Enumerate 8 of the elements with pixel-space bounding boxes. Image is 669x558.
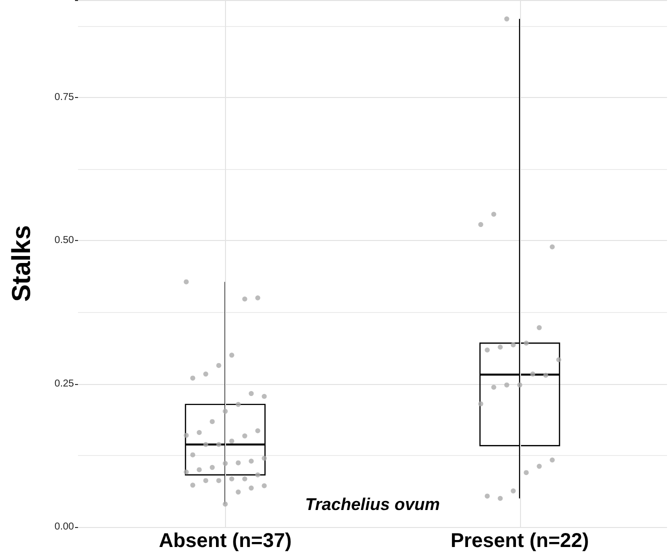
y-tick-label: 0.75 bbox=[54, 92, 74, 103]
x-axis-title: Trachelius ovum bbox=[305, 495, 440, 514]
y-tick-label: 0.25 bbox=[54, 378, 74, 390]
y-tick-label: 0.50 bbox=[54, 235, 74, 246]
x-tick-label: Absent (n=37) bbox=[158, 530, 292, 552]
x-tick-label: Present (n=22) bbox=[450, 530, 589, 552]
y-tick-label: 0.00 bbox=[54, 522, 74, 532]
y-axis-title: Stalks bbox=[6, 225, 36, 302]
